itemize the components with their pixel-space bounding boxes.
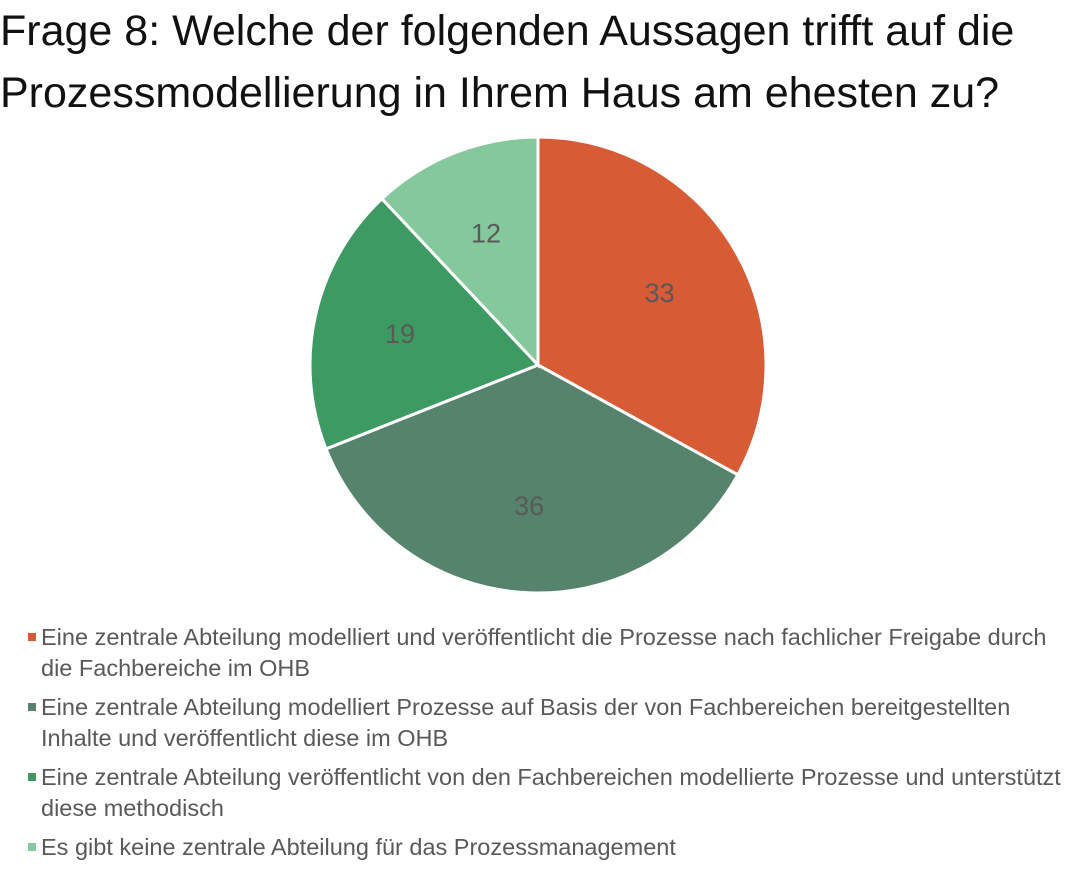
pie-slice-3 <box>308 196 541 451</box>
legend-label: Eine zentrale Abteilung modelliert und v… <box>41 624 1047 681</box>
pie-slice-4 <box>379 135 540 369</box>
slice-value-label-1: 33 <box>645 278 675 308</box>
slice-value-label-4: 12 <box>471 219 501 249</box>
pie-slice-1 <box>536 135 768 477</box>
legend-item: Eine zentrale Abteilung modelliert Proze… <box>28 692 1073 754</box>
legend-item: Es gibt keine zentrale Abteilung für das… <box>28 832 1073 863</box>
legend-swatch <box>28 703 36 711</box>
slice-value-label-3: 19 <box>385 319 415 349</box>
legend-item: Eine zentrale Abteilung veröffentlicht v… <box>28 762 1073 824</box>
legend-swatch <box>28 843 36 851</box>
legend: Eine zentrale Abteilung modelliert und v… <box>28 622 1073 871</box>
pie-chart: 33 36 19 12 <box>308 135 768 595</box>
legend-item: Eine zentrale Abteilung modelliert und v… <box>28 622 1073 684</box>
legend-swatch <box>28 773 36 781</box>
legend-label: Es gibt keine zentrale Abteilung für das… <box>41 834 676 860</box>
slice-value-label-2: 36 <box>514 491 544 521</box>
chart-title-line-2: Prozessmodellierung in Ihrem Haus am ehe… <box>0 69 1000 117</box>
legend-label: Eine zentrale Abteilung veröffentlicht v… <box>41 764 1061 821</box>
legend-label: Eine zentrale Abteilung modelliert Proze… <box>41 694 1011 751</box>
chart-title: Frage 8: Welche der folgenden Aussagen t… <box>0 0 1080 124</box>
chart-title-line-1: Frage 8: Welche der folgenden Aussagen t… <box>0 7 1015 55</box>
pie-slice-2 <box>324 363 740 595</box>
legend-swatch <box>28 633 36 641</box>
